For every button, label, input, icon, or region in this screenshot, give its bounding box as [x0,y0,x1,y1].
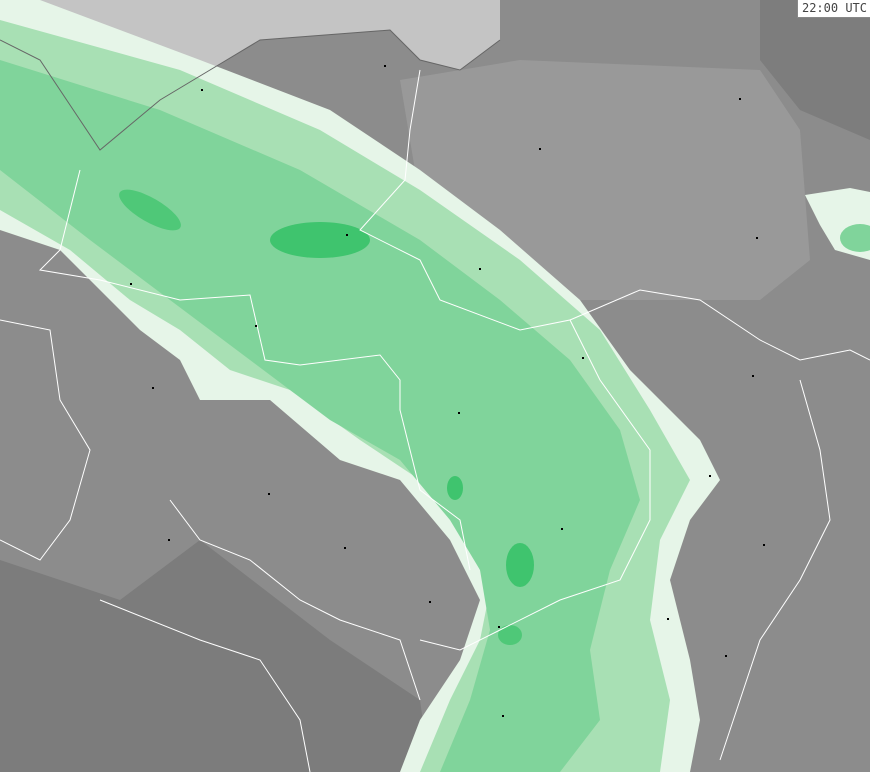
precip-heavy-core [119,189,181,231]
land-dark-south [0,540,430,772]
coastline [0,29,501,151]
country-borders [0,69,870,772]
land-dark-east [760,0,870,140]
sea [0,0,500,70]
precip-heavy-core [447,476,463,500]
precip-medium [0,60,640,772]
precip-heavy-core [270,222,370,258]
precip-heavy-core [498,625,522,645]
precip-heavy-core [506,543,534,587]
city-markers [130,65,765,717]
time-label: 22:00 UTC [796,0,870,18]
precip-east-patch [840,224,870,252]
